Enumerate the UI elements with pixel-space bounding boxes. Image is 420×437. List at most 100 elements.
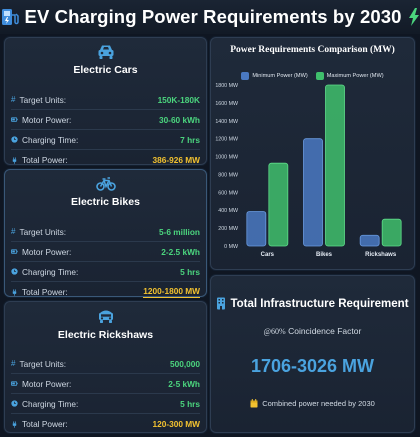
y-tick-label: 1200 MW — [215, 137, 238, 143]
legend-label: Maximum Power (MW) — [326, 73, 384, 79]
legend-swatch-min — [241, 72, 250, 80]
ev-charger-icon — [1, 9, 19, 25]
battery-icon — [11, 117, 18, 122]
x-tick-label: Cars — [261, 252, 275, 258]
chart-title: Power Requirements Comparison (MW) — [230, 45, 395, 55]
y-tick-label: 200 MW — [218, 226, 238, 232]
total-power-row: Total Power: 120-300 MW — [11, 414, 200, 434]
row-value: 5 hrs — [180, 398, 200, 409]
plug-icon — [12, 156, 17, 164]
total-power-row: Total Power: 386-926 MW — [11, 150, 200, 170]
coincidence-factor: @60% Coincidence Factor — [211, 326, 414, 336]
lightning-icon — [408, 8, 419, 26]
y-tick-label: 1800 MW — [215, 83, 238, 89]
x-tick-label: Rickshaws — [365, 252, 397, 258]
row-label: Target Units: — [19, 94, 67, 105]
motor-power-row: Motor Power: 2-5 kWh — [11, 374, 200, 394]
legend-item-min[interactable]: Minimum Power (MW) — [241, 72, 308, 80]
row-value: 500,000 — [170, 358, 200, 369]
y-tick-label: 800 MW — [218, 172, 238, 178]
plug-icon — [12, 420, 17, 428]
infrastructure-panel: Total Infrastructure Requirement @60% Co… — [210, 275, 415, 433]
infrastructure-title: Total Infrastructure Requirement — [230, 297, 409, 310]
clock-icon — [11, 400, 18, 407]
page-header: EV Charging Power Requirements by 2030 — [0, 0, 420, 34]
power-comparison-chart: 0 MW 200 MW 400 MW 600 MW 800 MW 1000 MW 1200 … — [215, 83, 402, 258]
row-label: Charging Time: — [22, 398, 79, 409]
electric-bikes-card: Electric Bikes # Target Units: 5-6 millio… — [4, 169, 207, 298]
total-infrastructure-value: 1706-3026 MW — [250, 356, 375, 376]
calendar-icon — [250, 399, 258, 408]
bar-max-cars — [268, 162, 289, 247]
rickshaw-icon — [98, 310, 113, 323]
plug-icon — [12, 288, 17, 296]
legend-label: Minimum Power (MW) — [252, 73, 308, 79]
clock-icon — [11, 136, 18, 143]
hashtag-icon: # — [11, 95, 16, 104]
bar-max-rickshaws — [381, 218, 402, 247]
car-icon — [98, 45, 113, 59]
building-icon — [217, 297, 226, 310]
legend-item-max[interactable]: Maximum Power (MW) — [315, 72, 384, 80]
battery-icon — [11, 249, 18, 254]
factor-percent: @60% — [263, 327, 286, 336]
bar-min-rickshaws — [359, 234, 380, 247]
bar-max-bikes — [325, 84, 345, 247]
note-text: Combined power needed by 2030 — [262, 399, 375, 408]
target-units-row: # Target Units: 150K-180K — [11, 90, 200, 110]
row-value: 2-2.5 kWh — [161, 246, 200, 257]
y-tick-label: 1600 MW — [215, 101, 238, 107]
row-value: 7 hrs — [180, 134, 200, 145]
row-label: Motor Power: — [22, 378, 72, 389]
total-power-value: 386-926 MW — [152, 155, 201, 165]
total-power-row: Total Power: 1200-1800 MW — [11, 282, 200, 302]
row-value: 5 hrs — [180, 266, 200, 277]
hashtag-icon: # — [11, 227, 16, 236]
chart-legend: Minimum Power (MW) Maximum Power (MW) — [211, 72, 414, 80]
y-tick-label: 0 MW — [224, 244, 238, 250]
hashtag-icon: # — [11, 359, 16, 368]
target-units-row: # Target Units: 500,000 — [11, 354, 200, 374]
bike-icon — [95, 177, 116, 191]
motor-power-row: Motor Power: 30-60 kWh — [11, 110, 200, 130]
x-tick-label: Bikes — [316, 252, 333, 258]
page-title: EV Charging Power Requirements by 2030 — [24, 6, 402, 27]
target-units-row: # Target Units: 5-6 million — [11, 222, 200, 242]
row-label: Total Power: — [22, 287, 68, 297]
bar-min-cars — [246, 211, 267, 247]
row-value: 150K-180K — [157, 94, 200, 105]
motor-power-row: Motor Power: 2-2.5 kWh — [11, 242, 200, 262]
electric-rickshaws-card: Electric Rickshaws # Target Units: 500,00… — [4, 301, 207, 433]
row-value: 2-5 kWh — [168, 378, 200, 389]
row-label: Motor Power: — [22, 114, 72, 125]
card-title: Electric Rickshaws — [57, 329, 154, 341]
card-title: Electric Bikes — [71, 196, 140, 208]
factor-label: Coincidence Factor — [288, 326, 362, 336]
power-comparison-chart-panel: 0 MW 200 MW 400 MW 600 MW 800 MW 1000 MW 1200 … — [210, 37, 415, 270]
row-label: Motor Power: — [22, 246, 72, 257]
row-label: Total Power: — [22, 155, 68, 165]
electric-cars-card: Electric Cars # Target Units: 150K-180K M… — [4, 37, 207, 165]
charging-time-row: Charging Time: 5 hrs — [11, 262, 200, 282]
y-tick-label: 400 MW — [218, 208, 238, 214]
battery-icon — [11, 381, 18, 386]
row-value: 30-60 kWh — [158, 114, 200, 125]
card-title: Electric Cars — [73, 64, 138, 76]
row-value: 5-6 million — [158, 226, 200, 237]
infrastructure-note: Combined power needed by 2030 — [211, 399, 414, 408]
y-tick-label: 600 MW — [218, 190, 238, 196]
bar-min-bikes — [303, 138, 323, 247]
legend-swatch-max — [315, 72, 324, 80]
clock-icon — [11, 268, 18, 275]
total-power-value: 120-300 MW — [152, 419, 201, 429]
row-label: Charging Time: — [22, 266, 79, 277]
row-label: Charging Time: — [22, 134, 79, 145]
y-tick-label: 1400 MW — [215, 119, 238, 125]
row-label: Target Units: — [19, 226, 67, 237]
row-label: Total Power: — [22, 419, 68, 429]
row-label: Target Units: — [19, 358, 67, 369]
y-tick-label: 1000 MW — [215, 155, 238, 161]
charging-time-row: Charging Time: 5 hrs — [11, 394, 200, 414]
total-power-value: 1200-1800 MW — [143, 286, 200, 298]
charging-time-row: Charging Time: 7 hrs — [11, 130, 200, 150]
